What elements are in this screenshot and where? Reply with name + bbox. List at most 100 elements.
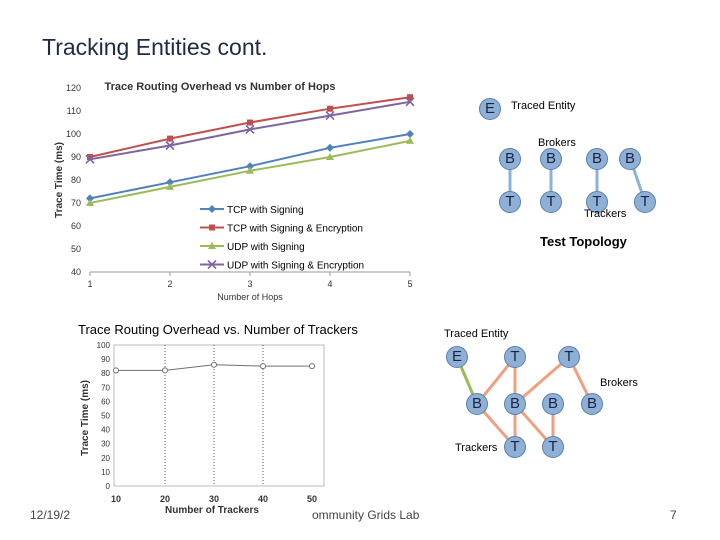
x-tick-label: 40 bbox=[258, 494, 268, 504]
y-tick-label: 70 bbox=[101, 383, 110, 392]
y-tick-label: 80 bbox=[101, 369, 110, 378]
x-tick-label: 4 bbox=[327, 279, 332, 289]
broker-node: B bbox=[504, 393, 526, 415]
page-number: 7 bbox=[670, 508, 677, 522]
data-point bbox=[113, 367, 119, 374]
data-point bbox=[326, 153, 334, 160]
broker-node: B bbox=[586, 148, 608, 170]
data-point bbox=[87, 154, 93, 160]
data-point bbox=[162, 367, 168, 374]
legend-label: TCP with Signing bbox=[227, 205, 304, 216]
brokers-label: Brokers bbox=[538, 137, 576, 149]
hops-chart-y-label: Trace Time (ms) bbox=[54, 142, 65, 218]
hops-chart-x-label: Number of Hops bbox=[217, 292, 283, 302]
y-tick-label: 50 bbox=[71, 244, 81, 254]
x-tick-label: 1 bbox=[87, 279, 92, 289]
data-point bbox=[309, 363, 315, 370]
y-tick-label: 40 bbox=[71, 267, 81, 277]
data-point bbox=[326, 143, 334, 152]
x-tick-label: 50 bbox=[307, 494, 317, 504]
y-tick-label: 40 bbox=[101, 426, 110, 435]
y-tick-label: 110 bbox=[67, 106, 81, 116]
broker-node: B bbox=[581, 393, 603, 415]
data-point bbox=[167, 135, 173, 142]
y-tick-label: 100 bbox=[66, 129, 81, 139]
y-tick-label: 60 bbox=[101, 397, 110, 406]
tracker-node: T bbox=[542, 436, 564, 458]
y-tick-label: 80 bbox=[71, 175, 81, 185]
test-topology-caption: Test Topology bbox=[540, 234, 627, 249]
data-point bbox=[327, 105, 333, 112]
x-tick-label: 3 bbox=[247, 279, 252, 289]
data-point bbox=[407, 94, 413, 101]
data-point bbox=[211, 361, 217, 368]
y-tick-label: 10 bbox=[101, 468, 110, 477]
data-point bbox=[166, 178, 174, 187]
data-point bbox=[246, 166, 254, 174]
y-tick-label: 120 bbox=[66, 83, 81, 93]
tracker-node: T bbox=[540, 191, 562, 213]
legend-label: UDP with Signing bbox=[227, 242, 305, 253]
x-tick-label: 5 bbox=[407, 279, 412, 289]
y-tick-label: 100 bbox=[97, 341, 111, 350]
broker-node: B bbox=[466, 393, 488, 415]
legend-marker bbox=[208, 205, 216, 213]
broker-node: B bbox=[499, 148, 521, 170]
trackers-chart-y-label: Trace Time (ms) bbox=[80, 380, 91, 456]
legend-label: UDP with Signing & Encryption bbox=[227, 261, 364, 272]
broker-node: B bbox=[619, 148, 641, 170]
broker-node: B bbox=[540, 148, 562, 170]
legend-marker bbox=[209, 224, 215, 231]
tracker-node: T bbox=[558, 346, 580, 368]
legend-marker bbox=[208, 242, 216, 249]
y-tick-label: 60 bbox=[71, 221, 81, 231]
data-point bbox=[166, 182, 174, 190]
slide-title: Tracking Entities cont. bbox=[42, 34, 268, 60]
data-point bbox=[406, 130, 414, 138]
broker-node: B bbox=[542, 393, 564, 415]
legend-label: TCP with Signing & Encryption bbox=[227, 224, 363, 235]
data-point bbox=[325, 111, 335, 121]
trackers-label: Trackers bbox=[584, 208, 627, 220]
traced-entity-label: Traced Entity bbox=[511, 100, 576, 112]
brokers-label-2: Brokers bbox=[600, 377, 638, 389]
data-point bbox=[246, 162, 254, 171]
tracker-node: T bbox=[504, 346, 526, 368]
trackers-chart-title: Trace Routing Overhead vs. Number of Tra… bbox=[78, 322, 358, 337]
x-tick-label: 30 bbox=[209, 494, 219, 504]
traced-entity-label-2: Traced Entity bbox=[444, 328, 509, 340]
y-tick-label: 0 bbox=[106, 482, 111, 491]
y-tick-label: 30 bbox=[101, 440, 110, 449]
y-tick-label: 50 bbox=[101, 412, 110, 421]
data-point bbox=[86, 199, 94, 206]
data-point bbox=[247, 119, 253, 126]
y-tick-label: 90 bbox=[71, 152, 81, 162]
y-tick-label: 90 bbox=[101, 355, 110, 364]
x-tick-label: 2 bbox=[167, 279, 172, 289]
data-point bbox=[406, 136, 414, 144]
footer-date: 12/19/2 bbox=[30, 508, 71, 522]
tracker-node: T bbox=[634, 191, 656, 213]
tracker-node: T bbox=[499, 191, 521, 213]
hops-chart-title: Trace Routing Overhead vs Number of Hops bbox=[104, 81, 335, 93]
data-point bbox=[245, 124, 255, 134]
x-tick-label: 10 bbox=[111, 494, 121, 504]
y-tick-label: 70 bbox=[71, 198, 81, 208]
trackers-chart-x-label: Number of Trackers bbox=[165, 505, 259, 516]
data-point bbox=[165, 140, 175, 151]
footer-org: ommunity Grids Lab bbox=[312, 508, 420, 522]
data-point bbox=[85, 154, 95, 164]
data-point bbox=[405, 97, 415, 107]
legend-marker bbox=[207, 259, 217, 270]
traced-entity-node: E bbox=[479, 98, 501, 120]
data-point bbox=[260, 363, 266, 370]
trackers-label-2: Trackers bbox=[455, 442, 498, 454]
traced-entity-node-2: E bbox=[446, 346, 468, 368]
tracker-node: T bbox=[504, 436, 526, 458]
x-tick-label: 20 bbox=[160, 494, 170, 504]
y-tick-label: 20 bbox=[101, 454, 110, 463]
data-point bbox=[86, 194, 94, 203]
